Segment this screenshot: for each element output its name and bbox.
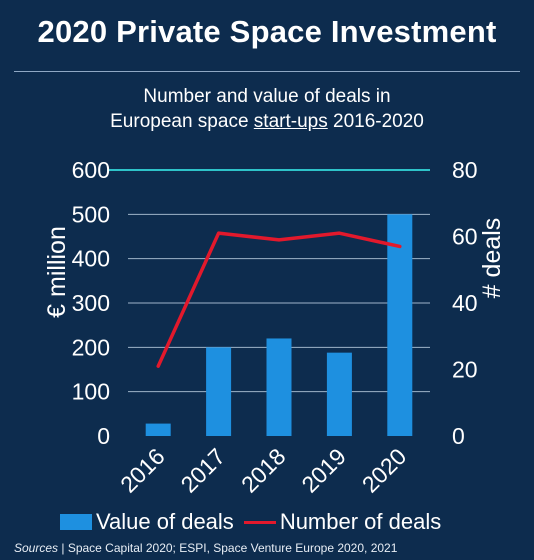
legend-line-swatch — [243, 520, 276, 524]
x-tick-label-2020: 2020 — [357, 443, 412, 498]
chart-title: Number and value of deals in European sp… — [0, 84, 534, 134]
y2-axis-title: # deals — [478, 218, 506, 299]
y-tick-label-500: 500 — [72, 201, 110, 227]
sources-text: | Space Capital 2020; ESPI, Space Ventur… — [58, 541, 398, 555]
bar-2017 — [206, 347, 232, 436]
sources-note: Sources | Space Capital 2020; ESPI, Spac… — [14, 541, 397, 555]
chart-title-underlined: start-ups — [253, 111, 328, 132]
legend-bar-label: Value of deals — [96, 509, 234, 534]
x-tick-label-2016: 2016 — [115, 443, 170, 498]
bar-2019 — [326, 352, 352, 436]
y-tick-label-300: 300 — [72, 290, 110, 316]
chart-title-line-2: European space start-ups 2016-2020 — [0, 109, 534, 134]
chart-title-line-1: Number and value of deals in — [143, 86, 391, 107]
chart-title-pre: European space — [110, 111, 254, 132]
line-number-of-deals — [156, 231, 402, 368]
legend-line-label: Number of deals — [279, 509, 442, 534]
y2-tick-label-40: 40 — [452, 290, 478, 316]
bar-2016 — [145, 423, 171, 436]
y-tick-label-400: 400 — [72, 246, 110, 272]
chart-title-post: 2016-2020 — [327, 111, 424, 132]
legend-bar-swatch — [60, 514, 92, 530]
y-tick-label-200: 200 — [72, 334, 110, 360]
bar-2018 — [266, 338, 292, 436]
x-tick-label-2018: 2018 — [236, 443, 291, 498]
x-tick-label-2017: 2017 — [176, 443, 231, 498]
y-axis-title: € million — [43, 226, 71, 318]
y2-tick-label-0: 0 — [452, 423, 465, 449]
y-tick-label-100: 100 — [72, 379, 110, 405]
sources-label: Sources — [14, 541, 59, 555]
page-title: 2020 Private Space Investment — [37, 14, 497, 49]
y-tick-label-0: 0 — [97, 423, 110, 449]
title-divider — [14, 71, 520, 72]
y2-tick-label-20: 20 — [452, 357, 478, 383]
x-tick-label-2019: 2019 — [296, 443, 351, 498]
bar-2020 — [387, 214, 413, 436]
y2-tick-label-80: 80 — [452, 157, 478, 183]
legend: Value of deals Number of deals — [60, 507, 441, 537]
y2-tick-label-60: 60 — [452, 224, 478, 250]
y-tick-label-600: 600 — [72, 157, 110, 183]
